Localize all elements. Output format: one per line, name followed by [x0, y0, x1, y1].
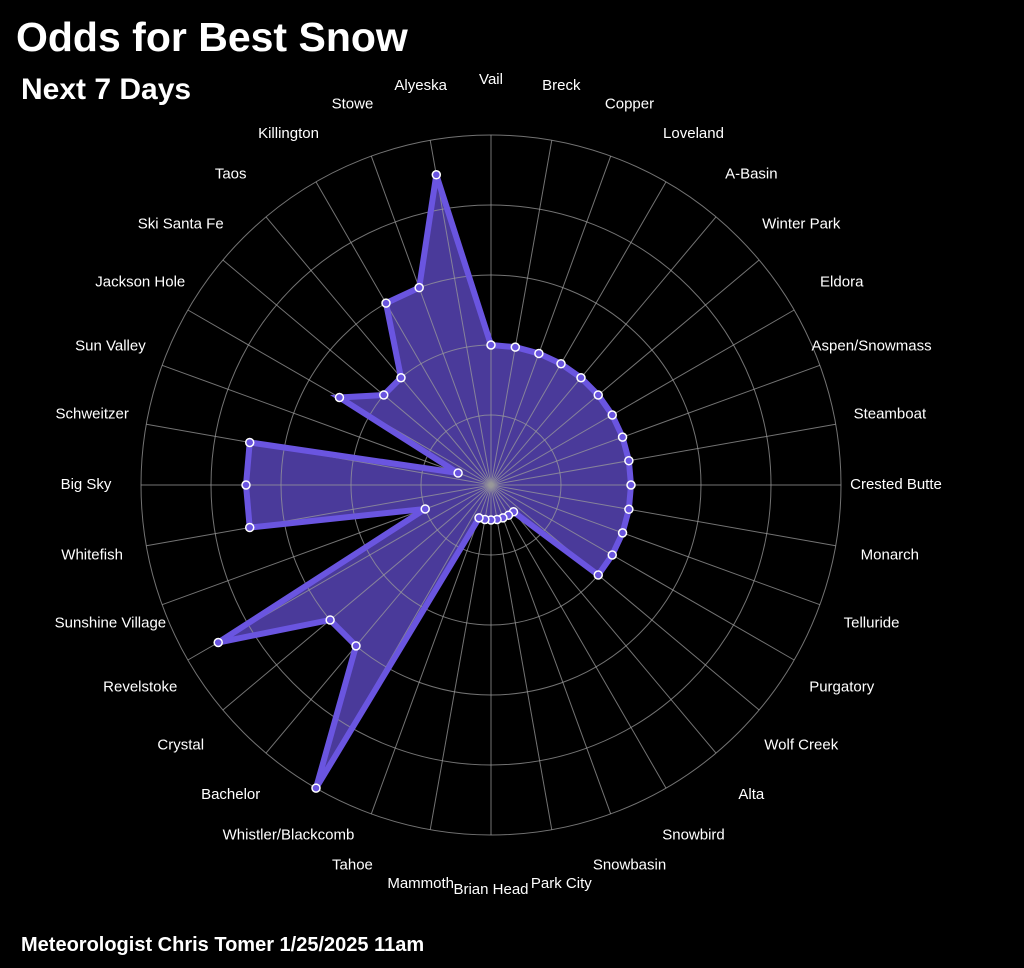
data-point: [607, 550, 617, 560]
axis-label: Whitefish: [61, 546, 123, 563]
axis-label: Telluride: [844, 614, 900, 631]
data-point: [431, 170, 442, 180]
data-point: [334, 392, 345, 403]
chart-subtitle: Next 7 Days: [21, 73, 192, 106]
data-point: [624, 504, 634, 515]
grid-spoke: [490, 181, 667, 486]
data-point: [534, 348, 544, 359]
axis-label: Eldora: [820, 273, 864, 290]
grid-spoke: [490, 484, 760, 711]
data-point: [311, 783, 321, 793]
data-point: [474, 513, 484, 523]
axis-label: Aspen/Snowmass: [812, 337, 932, 354]
grid-spoke: [490, 259, 760, 486]
data-point: [607, 410, 617, 420]
axis-label: Purgatory: [809, 678, 875, 695]
data-point: [556, 359, 566, 369]
axis-label: Snowbird: [662, 827, 725, 844]
axis-label: Winter Park: [762, 216, 841, 233]
grid-spoke: [490, 216, 717, 486]
grid-spoke: [161, 484, 492, 606]
axis-label: Big Sky: [61, 476, 112, 493]
grid-spoke: [490, 155, 612, 486]
data-point: [486, 340, 496, 350]
grid-spoke: [161, 364, 492, 486]
axis-label: Taos: [215, 166, 247, 183]
data-point: [593, 390, 603, 400]
data-point: [617, 432, 628, 442]
grid-spoke: [490, 140, 553, 486]
axis-label: Vail: [479, 71, 503, 88]
grid-spoke: [490, 364, 821, 486]
axis-label: Bachelor: [201, 786, 260, 803]
grid-spoke: [222, 484, 492, 711]
axis-label: Loveland: [663, 125, 724, 142]
grid-spoke: [146, 484, 492, 547]
data-point: [396, 373, 406, 383]
axis-label: Killington: [258, 125, 319, 142]
grid-spoke: [222, 259, 492, 486]
axis-label: Breck: [542, 77, 581, 94]
data-point: [213, 637, 223, 648]
axis-label: Revelstoke: [103, 678, 177, 695]
grid-spoke: [490, 484, 717, 754]
grid-spoke: [265, 216, 492, 486]
axis-label: Copper: [605, 95, 654, 112]
grid-spoke: [265, 484, 492, 754]
axis-label: Monarch: [861, 546, 919, 563]
data-point: [379, 390, 389, 400]
data-point: [414, 282, 424, 293]
data-point: [624, 455, 634, 466]
axis-label: Alyeska: [394, 77, 447, 94]
axis-label: Tahoe: [332, 857, 373, 874]
data-point: [420, 504, 430, 514]
grid-spoke: [370, 484, 492, 815]
data-point: [510, 342, 521, 352]
grid-spoke: [429, 140, 492, 486]
data-point: [244, 522, 255, 533]
data-point: [617, 528, 628, 538]
grid-spoke: [315, 181, 492, 486]
axis-label: Park City: [531, 875, 592, 892]
grid-spoke: [490, 484, 836, 547]
axis-label: Wolf Creek: [764, 736, 838, 753]
chart-footer: Meteorologist Chris Tomer 1/25/2025 11am: [21, 934, 425, 956]
grid-spoke: [490, 423, 836, 486]
grid-spoke: [490, 484, 795, 661]
axis-label: Mammoth: [387, 875, 454, 892]
data-point: [381, 298, 391, 308]
grid-spoke: [490, 484, 553, 830]
axis-label: Alta: [738, 786, 765, 803]
axis-label: Ski Santa Fe: [138, 216, 224, 233]
axis-label: A-Basin: [725, 166, 778, 183]
data-point: [325, 615, 335, 625]
data-point: [244, 437, 255, 448]
grid-spoke: [429, 484, 492, 830]
axis-label: Schweitzer: [55, 406, 128, 423]
data-point: [593, 570, 603, 580]
axis-label: Brian Head: [453, 881, 528, 898]
axis-label: Crested Butte: [850, 476, 942, 493]
axis-label: Stowe: [332, 95, 374, 112]
data-point: [351, 641, 361, 651]
axis-label: Sunshine Village: [55, 614, 166, 631]
grid-spoke: [490, 484, 821, 606]
grid-spoke: [370, 155, 492, 486]
axis-label: Steamboat: [854, 406, 927, 423]
data-point: [453, 468, 463, 478]
grid-spoke: [490, 484, 667, 789]
series-area: [218, 174, 631, 789]
data-point: [241, 480, 251, 490]
grid-spoke: [490, 309, 795, 486]
axis-label: Sun Valley: [75, 337, 146, 354]
chart-title: Odds for Best Snow: [16, 14, 408, 60]
axis-label: Whistler/Blackcomb: [223, 827, 355, 844]
axis-label: Jackson Hole: [95, 273, 185, 290]
data-point: [576, 373, 586, 383]
axis-label: Snowbasin: [593, 857, 666, 874]
data-point: [626, 480, 636, 490]
grid-spoke: [490, 484, 612, 815]
axis-label: Crystal: [157, 736, 204, 753]
